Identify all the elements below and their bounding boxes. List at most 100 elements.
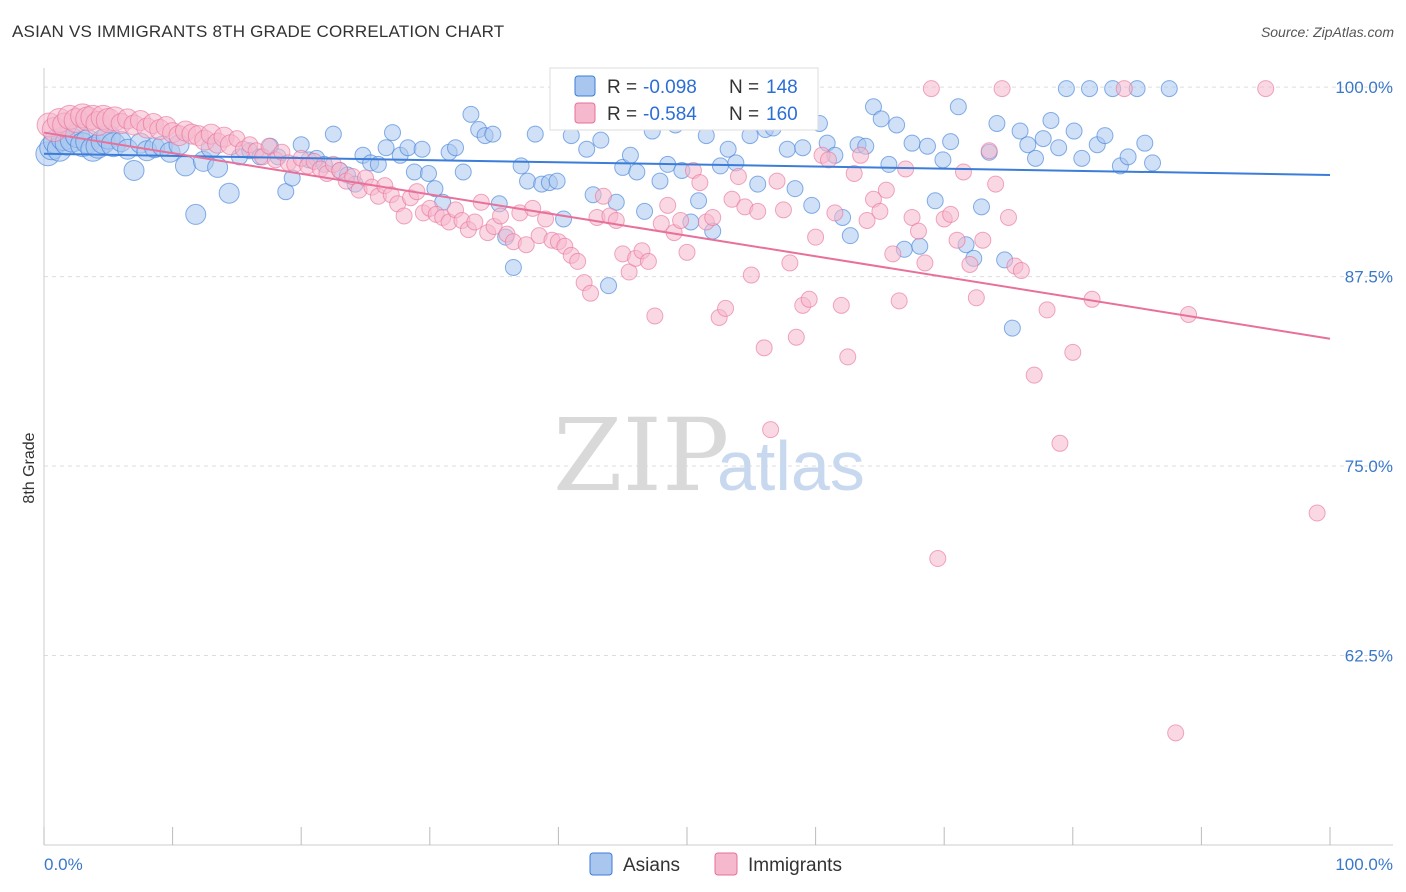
asian-point — [888, 116, 906, 134]
asian-point — [405, 163, 423, 181]
immigrant-point — [691, 174, 709, 192]
asian-point — [600, 277, 618, 295]
asian-point — [426, 180, 444, 198]
asian-point — [519, 172, 537, 190]
watermark-atlas: atlas — [717, 427, 865, 505]
immigrant-point — [492, 207, 510, 225]
immigrant-point — [1051, 434, 1069, 452]
immigrant-point — [839, 348, 857, 366]
legend-n-value-immigrants: 160 — [766, 104, 798, 125]
asian-point — [578, 140, 596, 158]
bottom-legend-swatch-immigrants — [714, 852, 738, 876]
immigrant-point — [871, 202, 889, 220]
asian-point — [926, 192, 944, 210]
immigrant-point — [948, 231, 966, 249]
asian-point — [934, 151, 952, 169]
immigrant-point — [524, 199, 542, 217]
immigrant-point — [1000, 208, 1017, 226]
x-tick-label-max: 100.0% — [1335, 855, 1393, 874]
immigrant-point — [909, 222, 927, 240]
asian-point — [384, 124, 402, 142]
immigrant-point — [967, 289, 985, 307]
asian-point — [988, 114, 1006, 132]
asian-point — [719, 140, 737, 158]
asian-point — [786, 180, 804, 198]
asian-point — [636, 202, 654, 220]
immigrant-point — [620, 263, 638, 281]
series-immigrants — [36, 80, 1326, 742]
immigrant-point — [639, 252, 657, 270]
asian-point — [413, 140, 431, 158]
asian-point — [1119, 148, 1137, 166]
asian-point — [778, 140, 796, 158]
trend-lines — [43, 131, 1331, 340]
immigrant-point — [1308, 504, 1326, 522]
immigrant-point — [922, 80, 940, 98]
asian-point — [628, 163, 646, 181]
immigrant-point — [858, 211, 876, 229]
asian-point — [1050, 139, 1068, 157]
immigrant-point — [717, 299, 735, 317]
immigrant-point — [916, 254, 934, 272]
asian-point — [749, 175, 767, 193]
legend-n-label-immigrants: N = — [729, 104, 759, 125]
immigrant-point — [884, 245, 902, 263]
asian-point — [377, 139, 395, 157]
asian-point — [690, 192, 708, 210]
legend-r-label-immigrants: R = — [607, 104, 637, 125]
legend-r-value-immigrants: -0.584 — [643, 104, 697, 125]
asian-point — [972, 198, 990, 216]
asian-point — [1144, 154, 1162, 172]
immigrant-point — [704, 208, 722, 226]
immigrant-point — [929, 550, 947, 568]
asian-point — [548, 172, 566, 190]
asian-point — [174, 155, 196, 177]
asian-point — [369, 155, 387, 173]
immigrant-point — [1025, 366, 1043, 384]
immigrant-point — [1012, 262, 1030, 280]
immigrant-point — [672, 211, 690, 229]
asian-point — [1096, 127, 1114, 145]
source-label: Source: ZipAtlas.com — [1260, 24, 1394, 40]
asian-point — [803, 196, 821, 214]
asian-point — [504, 258, 522, 276]
asian-point — [1034, 130, 1052, 148]
immigrant-point — [974, 231, 992, 249]
immigrant-point — [729, 168, 747, 186]
asian-point — [918, 137, 936, 155]
immigrant-point — [517, 236, 535, 254]
immigrant-point — [903, 208, 921, 226]
trend-line-immigrants — [43, 131, 1331, 340]
asian-point — [1042, 111, 1060, 129]
asian-point — [621, 146, 639, 164]
asian-point — [447, 139, 465, 157]
asian-point — [1057, 80, 1075, 98]
asian-point — [903, 134, 921, 152]
immigrant-point — [826, 204, 844, 222]
immigrant-point — [845, 164, 863, 182]
x-tick-label-min: 0.0% — [44, 855, 83, 874]
immigrant-point — [1064, 343, 1082, 361]
legend-swatch-asians — [574, 75, 596, 97]
immigrant-point — [646, 307, 664, 325]
asian-point — [324, 125, 342, 143]
immigrant-point — [594, 187, 612, 205]
chart-title: ASIAN VS IMMIGRANTS 8TH GRADE CORRELATIO… — [12, 22, 505, 41]
asian-point — [462, 105, 480, 123]
asian-point — [1011, 122, 1029, 140]
immigrant-point — [954, 163, 972, 181]
immigrant-point — [800, 290, 818, 308]
axes — [43, 68, 1393, 846]
immigrant-point — [762, 421, 780, 439]
immigrant-point — [537, 210, 555, 228]
immigrant-point — [781, 254, 799, 272]
immigrant-point — [569, 252, 587, 270]
asian-point — [651, 172, 669, 190]
asian-point — [420, 164, 438, 182]
immigrant-point — [1257, 80, 1275, 98]
immigrant-point — [1167, 724, 1185, 742]
immigrant-point — [890, 292, 908, 310]
watermark: ZIP atlas — [553, 397, 865, 514]
asian-point — [942, 133, 960, 151]
